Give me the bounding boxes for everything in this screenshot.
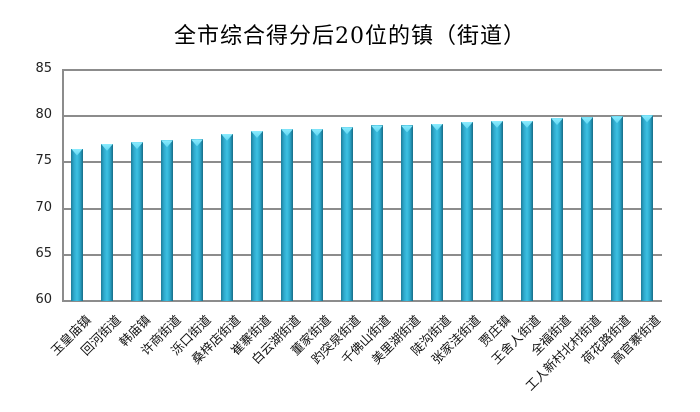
plot-area (62, 69, 662, 302)
bar (491, 120, 503, 301)
y-tick-label: 60 (35, 292, 52, 307)
bar (431, 123, 443, 301)
bar-cap (551, 118, 563, 126)
chart-title: 全市综合得分后20位的镇（街道） (174, 24, 526, 49)
bar-cap (311, 129, 323, 137)
bar-cap (401, 125, 413, 133)
gridline-75 (62, 161, 662, 164)
gridline-65 (62, 253, 662, 256)
y-tick-label: 75 (35, 153, 52, 169)
bar (281, 129, 293, 301)
bar (401, 125, 413, 301)
bar-cap (611, 116, 623, 124)
bar (101, 143, 113, 301)
bar-cap (641, 115, 653, 123)
bar-cap (371, 125, 383, 133)
bar-cap (101, 143, 113, 151)
bar-cap (251, 130, 263, 138)
bar (161, 140, 173, 301)
bar (581, 117, 593, 301)
bar-cap (581, 117, 593, 125)
bar-cap (431, 123, 443, 131)
bar-cap (341, 127, 353, 135)
bar (71, 148, 83, 301)
bar (251, 130, 263, 301)
bar-cap (491, 120, 503, 128)
gridline-70 (62, 207, 662, 210)
bar (611, 116, 623, 301)
bar-cap (281, 129, 293, 137)
bar-cap (521, 120, 533, 128)
bar-cap (221, 133, 233, 141)
bar (371, 125, 383, 301)
y-tick-label: 65 (35, 245, 52, 261)
bar-cap (191, 139, 203, 147)
y-tick-label: 85 (35, 61, 52, 76)
bar (221, 133, 233, 301)
gridline-80 (62, 115, 662, 118)
bar (341, 127, 353, 301)
gridline-60 (62, 300, 662, 302)
bar-cap (461, 121, 473, 129)
bar (191, 139, 203, 301)
bar (311, 129, 323, 301)
bar-cap (161, 140, 173, 148)
gridline-85 (62, 69, 662, 71)
bar (521, 120, 533, 301)
y-tick-label: 70 (35, 199, 52, 215)
y-tick-label: 80 (35, 107, 52, 123)
bar-cap (71, 148, 83, 156)
bar (461, 121, 473, 301)
y-axis-line (62, 70, 64, 302)
bar (551, 118, 563, 301)
bar-cap (131, 142, 143, 150)
bar (641, 115, 653, 301)
bar (131, 142, 143, 301)
